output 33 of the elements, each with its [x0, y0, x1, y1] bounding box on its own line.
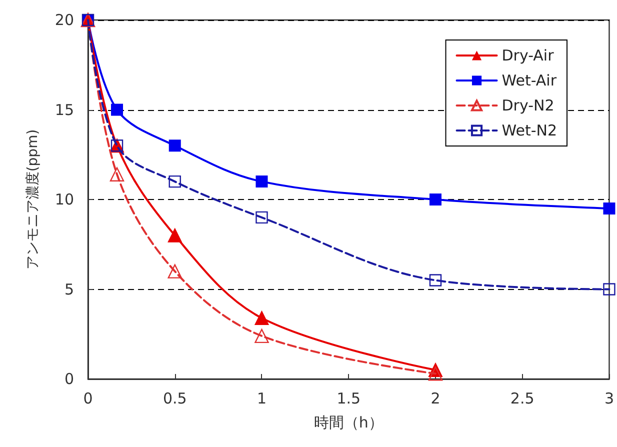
point — [256, 176, 268, 188]
point — [429, 274, 442, 286]
x-tick-label: 0.5 — [162, 390, 187, 408]
point — [168, 264, 182, 278]
y-tick-label: 0 — [64, 370, 74, 388]
point — [168, 175, 181, 188]
x-tick-label: 2 — [430, 390, 440, 408]
y-tick-label: 5 — [64, 280, 74, 298]
point — [254, 310, 269, 325]
y-axis-title: アンモニア濃度(ppm) — [25, 129, 41, 270]
x-tick-label: 3 — [604, 390, 614, 408]
point — [110, 167, 124, 182]
legend-label: Dry-Air — [502, 46, 555, 64]
x-tick-label: 2.5 — [510, 390, 534, 408]
x-tick-label: 1 — [256, 390, 267, 408]
y-tick-label: 10 — [54, 190, 74, 208]
point — [111, 104, 124, 116]
legend-label: Wet-N2 — [502, 122, 558, 140]
point — [168, 228, 182, 242]
point — [254, 328, 269, 344]
x-tick-label: 0 — [83, 390, 93, 408]
y-tick-label: 15 — [54, 100, 74, 119]
point — [256, 211, 268, 224]
point — [429, 194, 442, 206]
point — [603, 202, 616, 214]
x-tick-label: 1.5 — [336, 390, 361, 408]
y-tick-label: 20 — [54, 11, 74, 29]
x-axis-title: 時間（h） — [314, 414, 384, 432]
point — [168, 140, 181, 152]
point — [603, 283, 616, 296]
legend-label: Dry-N2 — [502, 96, 554, 114]
legend-label: Wet-Air — [502, 72, 558, 90]
point — [428, 366, 443, 381]
